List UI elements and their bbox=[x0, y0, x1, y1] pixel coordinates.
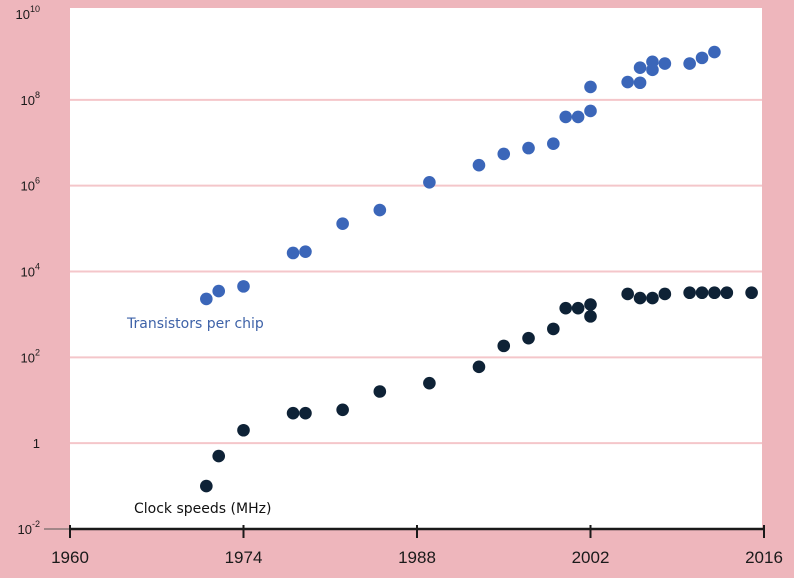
y-tick-exponent: 4 bbox=[35, 262, 40, 272]
data-points bbox=[200, 45, 758, 493]
y-tick-base: 1 bbox=[33, 436, 40, 451]
data-point bbox=[720, 286, 734, 300]
data-point bbox=[571, 110, 585, 124]
data-point bbox=[683, 286, 696, 300]
y-tick-exponent: 8 bbox=[35, 90, 40, 100]
data-point bbox=[299, 245, 312, 258]
data-point bbox=[584, 104, 597, 118]
data-point bbox=[497, 339, 511, 353]
data-point bbox=[497, 147, 511, 161]
y-tick-base: 10 bbox=[16, 7, 30, 22]
data-point bbox=[336, 403, 349, 417]
y-tick-base: 10 bbox=[21, 179, 35, 194]
data-point bbox=[237, 423, 250, 437]
data-point bbox=[547, 322, 560, 336]
data-point bbox=[633, 61, 647, 75]
x-tick-label: 2016 bbox=[745, 548, 783, 567]
data-point bbox=[423, 175, 436, 189]
y-tick-label: 1010 bbox=[16, 4, 40, 22]
data-point bbox=[547, 137, 560, 151]
data-point bbox=[286, 406, 300, 420]
data-point bbox=[658, 57, 672, 70]
data-point bbox=[200, 479, 213, 493]
y-tick-label: 104 bbox=[21, 262, 40, 280]
data-point bbox=[695, 286, 709, 300]
data-point bbox=[584, 80, 597, 94]
y-tick-label: 106 bbox=[21, 176, 40, 194]
data-point bbox=[708, 45, 721, 59]
y-tick-label: 1 bbox=[33, 436, 40, 451]
y-tick-label: 10-2 bbox=[18, 519, 40, 537]
data-point bbox=[745, 286, 758, 300]
x-tick-label: 1974 bbox=[225, 548, 263, 567]
data-point bbox=[286, 246, 300, 260]
y-tick-exponent: -2 bbox=[32, 519, 40, 529]
data-point bbox=[633, 291, 647, 305]
series-label-clock-speeds: Clock speeds (MHz) bbox=[134, 501, 271, 517]
data-point bbox=[423, 376, 436, 390]
y-tick-base: 10 bbox=[18, 522, 32, 537]
data-point bbox=[646, 291, 659, 305]
y-tick-base: 10 bbox=[21, 350, 35, 365]
data-point bbox=[472, 158, 486, 172]
y-tick-label: 102 bbox=[21, 347, 40, 365]
series-clock-speeds bbox=[200, 286, 758, 493]
series-label-transistors: Transistors per chip bbox=[126, 316, 264, 332]
data-point bbox=[559, 110, 573, 124]
x-tick-label: 2002 bbox=[572, 548, 610, 567]
grid-lines bbox=[70, 98, 762, 445]
y-tick-base: 10 bbox=[21, 93, 35, 108]
data-point bbox=[683, 57, 696, 70]
x-tick-label: 1988 bbox=[398, 548, 436, 567]
data-point bbox=[522, 141, 535, 155]
data-point bbox=[695, 51, 709, 65]
data-point bbox=[237, 280, 250, 293]
data-point bbox=[584, 298, 597, 311]
plot-area bbox=[70, 8, 762, 529]
data-point bbox=[373, 385, 387, 398]
data-point bbox=[522, 331, 535, 345]
y-tick-exponent: 10 bbox=[30, 4, 40, 14]
series-transistors bbox=[200, 45, 721, 306]
data-point bbox=[621, 287, 634, 301]
data-point bbox=[559, 301, 573, 315]
data-point bbox=[633, 76, 647, 90]
data-point bbox=[212, 284, 226, 298]
data-point bbox=[621, 75, 634, 89]
data-point bbox=[336, 217, 349, 230]
data-point bbox=[708, 286, 721, 300]
y-tick-exponent: 2 bbox=[35, 347, 40, 357]
x-tick-label: 1960 bbox=[51, 548, 89, 567]
data-point bbox=[472, 360, 486, 374]
y-tick-label: 108 bbox=[21, 90, 40, 108]
data-point bbox=[373, 203, 387, 217]
data-point bbox=[584, 310, 597, 323]
data-point bbox=[299, 406, 312, 420]
data-point bbox=[212, 449, 226, 463]
data-point bbox=[571, 301, 585, 315]
data-point bbox=[658, 287, 672, 301]
y-tick-exponent: 6 bbox=[35, 176, 40, 186]
y-tick-base: 10 bbox=[21, 265, 35, 280]
data-point bbox=[200, 292, 213, 306]
data-point bbox=[646, 63, 659, 77]
